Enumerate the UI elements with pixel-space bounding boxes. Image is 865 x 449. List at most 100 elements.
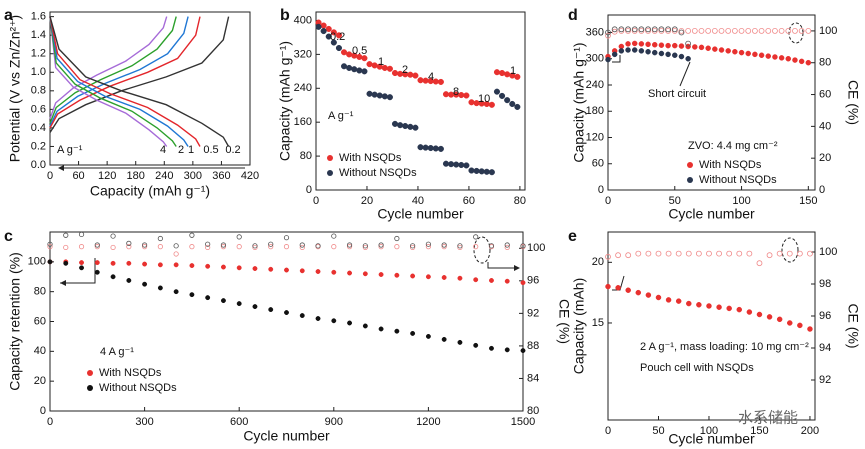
point	[441, 336, 447, 342]
point	[658, 26, 665, 33]
point	[366, 61, 373, 68]
point	[765, 28, 772, 34]
y2-axis-label: CE (%)	[556, 299, 572, 344]
annotation: 1	[378, 56, 384, 68]
point	[618, 48, 625, 54]
point	[706, 250, 712, 257]
legend-marker	[687, 162, 693, 168]
point	[268, 307, 274, 313]
callout	[781, 237, 799, 263]
point	[675, 250, 682, 257]
point	[448, 161, 455, 168]
annotation: 2	[402, 64, 408, 76]
point	[766, 252, 773, 259]
panel-letter: a	[4, 7, 13, 24]
x-tick-label: 0	[47, 416, 53, 428]
y2-tick-label: 60	[819, 88, 831, 100]
point	[796, 250, 803, 257]
point	[625, 41, 631, 47]
point	[142, 281, 148, 287]
y-tick-label: 40	[34, 345, 46, 357]
point	[457, 244, 463, 251]
y2-tick-label: 88	[527, 340, 539, 352]
plot-frame	[607, 14, 816, 191]
y-tick-label: 100	[28, 256, 46, 268]
annotation: Short circuit	[648, 88, 706, 100]
point	[625, 287, 631, 293]
point	[631, 47, 638, 53]
legend-label: With NSQDs	[339, 152, 402, 164]
point	[252, 244, 258, 251]
point	[786, 250, 793, 257]
y-axis-label: Potential (V vs Zn/Zn²⁺)	[7, 15, 23, 162]
point	[330, 39, 337, 46]
point	[205, 295, 211, 301]
point	[173, 262, 179, 268]
y2-tick-label: 100	[527, 242, 545, 254]
point	[631, 26, 638, 33]
point	[356, 67, 363, 74]
y-tick-label: 15	[592, 317, 604, 329]
point	[173, 243, 179, 249]
point	[520, 243, 526, 249]
point	[361, 55, 368, 62]
point	[736, 250, 743, 257]
point	[798, 58, 805, 65]
point	[63, 244, 69, 251]
point	[736, 306, 743, 313]
point	[625, 26, 631, 33]
point	[776, 250, 783, 257]
point	[157, 244, 163, 250]
point	[126, 260, 132, 266]
x-tick-label: 180	[127, 170, 145, 182]
y2-tick-label: 92	[819, 374, 831, 386]
point	[330, 29, 337, 36]
legend-label: With NSQDs	[99, 367, 162, 379]
point	[665, 51, 671, 58]
point	[142, 244, 148, 250]
point	[778, 28, 785, 34]
plot-frame	[49, 11, 251, 166]
x-tick-label: 0	[313, 195, 319, 207]
point	[468, 167, 475, 174]
point	[732, 49, 738, 55]
annotation: 8	[453, 86, 459, 98]
point	[638, 48, 645, 54]
point	[615, 285, 621, 291]
point	[651, 28, 658, 34]
point	[110, 260, 116, 266]
point	[94, 244, 100, 250]
point	[299, 313, 305, 318]
arrow	[612, 275, 625, 291]
annotation: 1	[510, 65, 516, 77]
point	[458, 92, 465, 99]
point	[785, 28, 792, 34]
point	[331, 244, 337, 250]
point	[347, 320, 353, 326]
legend-label: With NSQDs	[699, 159, 762, 171]
y-tick-label: 0.2	[31, 140, 46, 152]
point	[805, 28, 812, 34]
point	[605, 283, 611, 290]
point	[410, 244, 416, 251]
point	[386, 65, 393, 72]
point	[520, 348, 526, 354]
curve	[49, 16, 189, 127]
y-axis-label: Capacity retention (%)	[7, 252, 23, 391]
point	[315, 243, 321, 249]
point	[473, 342, 479, 348]
y2-tick-label: 94	[819, 342, 831, 354]
point	[47, 259, 53, 265]
point	[283, 244, 290, 250]
legend-marker	[687, 177, 693, 183]
point	[712, 46, 718, 52]
point	[651, 49, 658, 56]
point	[468, 99, 475, 106]
point	[425, 244, 431, 250]
x-tick-label: 240	[155, 170, 173, 182]
point	[645, 292, 652, 298]
point	[362, 271, 368, 277]
point	[792, 28, 798, 34]
point	[252, 304, 258, 310]
y2-tick-label: 100	[819, 246, 837, 258]
